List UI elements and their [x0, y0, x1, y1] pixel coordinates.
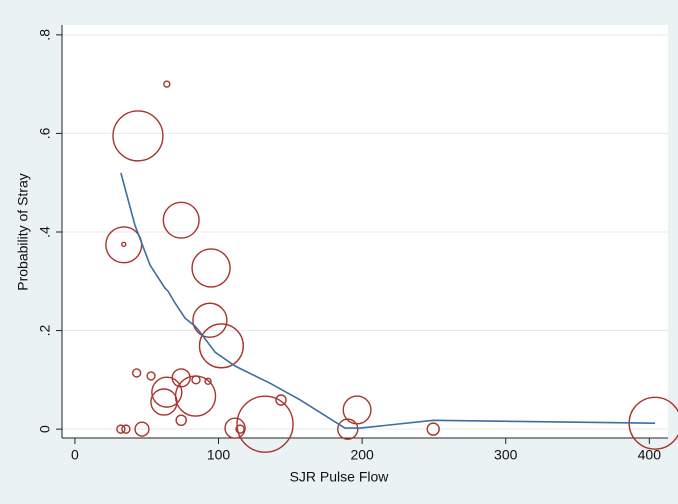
bubble: [235, 424, 245, 434]
y-axis-title: Probability of Stray: [15, 173, 31, 291]
bubble: [342, 395, 372, 425]
bubble: [121, 424, 131, 434]
bubble: [204, 377, 212, 386]
bubble: [337, 418, 359, 440]
bubble: [191, 375, 201, 385]
bubble: [191, 248, 231, 288]
y-tick-label: .6: [37, 127, 53, 139]
y-tick-label: .4: [37, 226, 53, 238]
bubble: [192, 302, 228, 338]
bubble: [146, 371, 156, 381]
bubble: [121, 241, 127, 248]
y-tick-label: .2: [37, 325, 53, 337]
bubble: [116, 424, 126, 434]
bubble: [134, 421, 150, 437]
bubble: [112, 110, 164, 162]
x-tick-label: 100: [207, 447, 231, 463]
bubble: [163, 80, 171, 88]
y-tick-label: 0: [37, 425, 53, 433]
bubble: [426, 422, 440, 436]
bubble: [236, 395, 294, 453]
bubble: [162, 201, 200, 239]
x-tick-label: 0: [71, 447, 79, 463]
x-tick-label: 400: [638, 447, 662, 463]
bubble: [151, 376, 183, 408]
bubble: [175, 414, 187, 427]
bubble: [198, 323, 245, 369]
x-tick-label: 300: [494, 447, 518, 463]
bubble: [275, 394, 287, 406]
bubble: [131, 368, 142, 378]
y-tick-label: .8: [37, 29, 53, 41]
fit-line: [120, 172, 656, 429]
x-tick-label: 200: [350, 447, 374, 463]
x-axis-title: SJR Pulse Flow: [290, 469, 390, 485]
bubble: [224, 417, 246, 439]
